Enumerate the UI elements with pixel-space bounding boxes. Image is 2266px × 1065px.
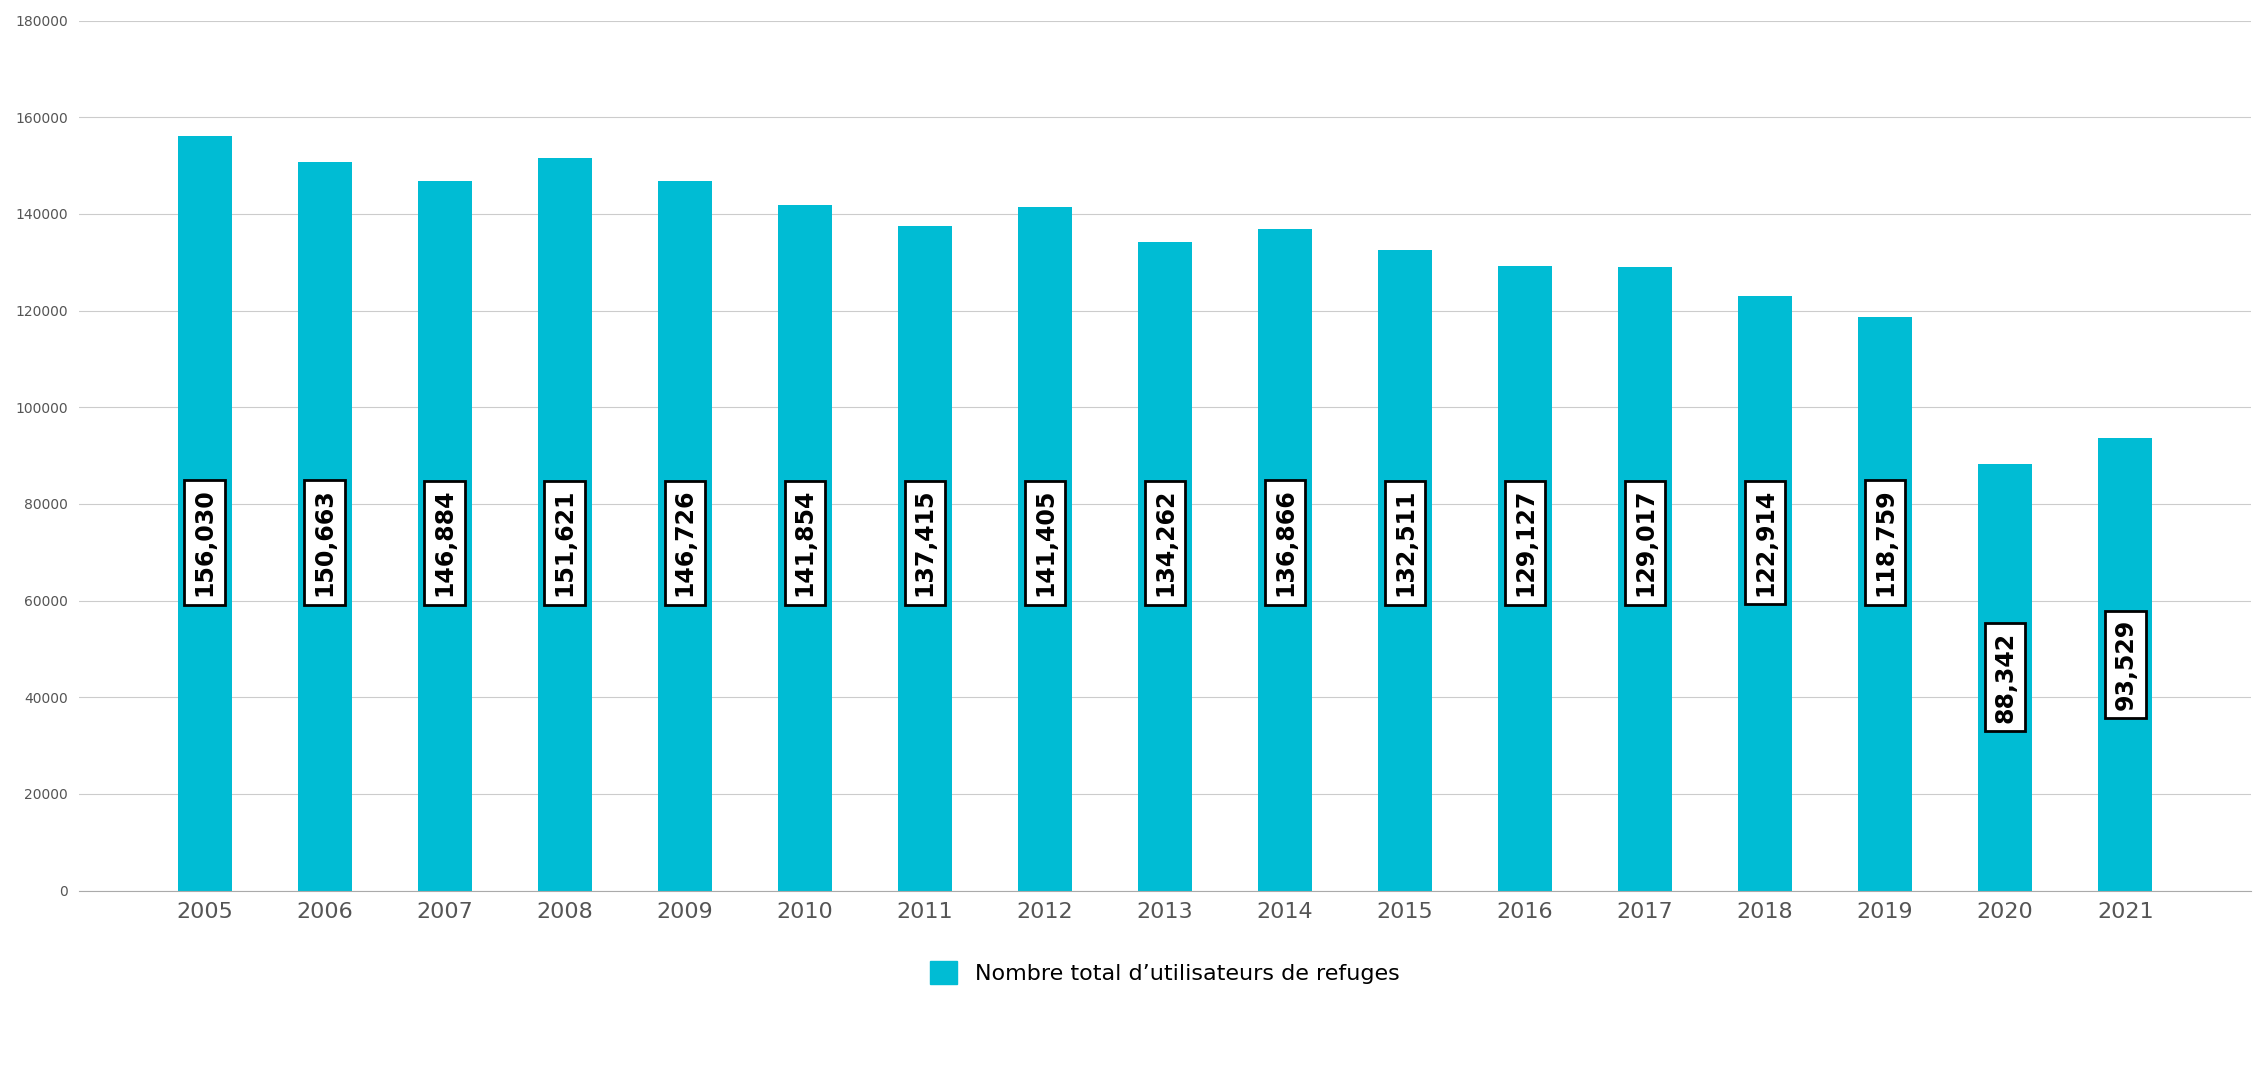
Bar xyxy=(1498,266,1552,890)
Bar xyxy=(1738,296,1792,890)
Bar xyxy=(1378,250,1432,890)
Bar xyxy=(2098,439,2153,890)
Bar xyxy=(657,181,712,890)
Text: 129,127: 129,127 xyxy=(1514,489,1536,596)
Bar xyxy=(297,162,351,890)
Bar xyxy=(777,204,832,890)
Text: 88,342: 88,342 xyxy=(1994,632,2017,723)
Text: 122,914: 122,914 xyxy=(1754,489,1777,596)
Text: 93,529: 93,529 xyxy=(2114,619,2137,710)
Text: 129,017: 129,017 xyxy=(1634,489,1656,596)
Text: 118,759: 118,759 xyxy=(1874,489,1897,596)
Bar xyxy=(1618,267,1672,890)
Text: 146,884: 146,884 xyxy=(433,489,458,596)
Text: 151,621: 151,621 xyxy=(553,489,578,596)
Bar xyxy=(177,136,231,890)
Bar xyxy=(1138,242,1192,890)
Text: 141,405: 141,405 xyxy=(1033,489,1056,596)
Bar xyxy=(1978,463,2033,890)
Bar xyxy=(1858,316,1913,890)
Legend: Nombre total d’utilisateurs de refuges: Nombre total d’utilisateurs de refuges xyxy=(922,952,1409,993)
Text: 134,262: 134,262 xyxy=(1153,489,1176,596)
Bar xyxy=(1017,207,1072,890)
Bar xyxy=(537,158,591,890)
Text: 146,726: 146,726 xyxy=(673,489,696,596)
Text: 132,511: 132,511 xyxy=(1394,489,1416,596)
Text: 156,030: 156,030 xyxy=(193,489,218,596)
Bar xyxy=(1258,229,1312,890)
Text: 137,415: 137,415 xyxy=(913,489,936,596)
Text: 136,866: 136,866 xyxy=(1273,489,1296,596)
Bar xyxy=(417,181,471,890)
Text: 150,663: 150,663 xyxy=(313,489,338,596)
Text: 141,854: 141,854 xyxy=(793,489,816,596)
Bar xyxy=(897,227,952,890)
